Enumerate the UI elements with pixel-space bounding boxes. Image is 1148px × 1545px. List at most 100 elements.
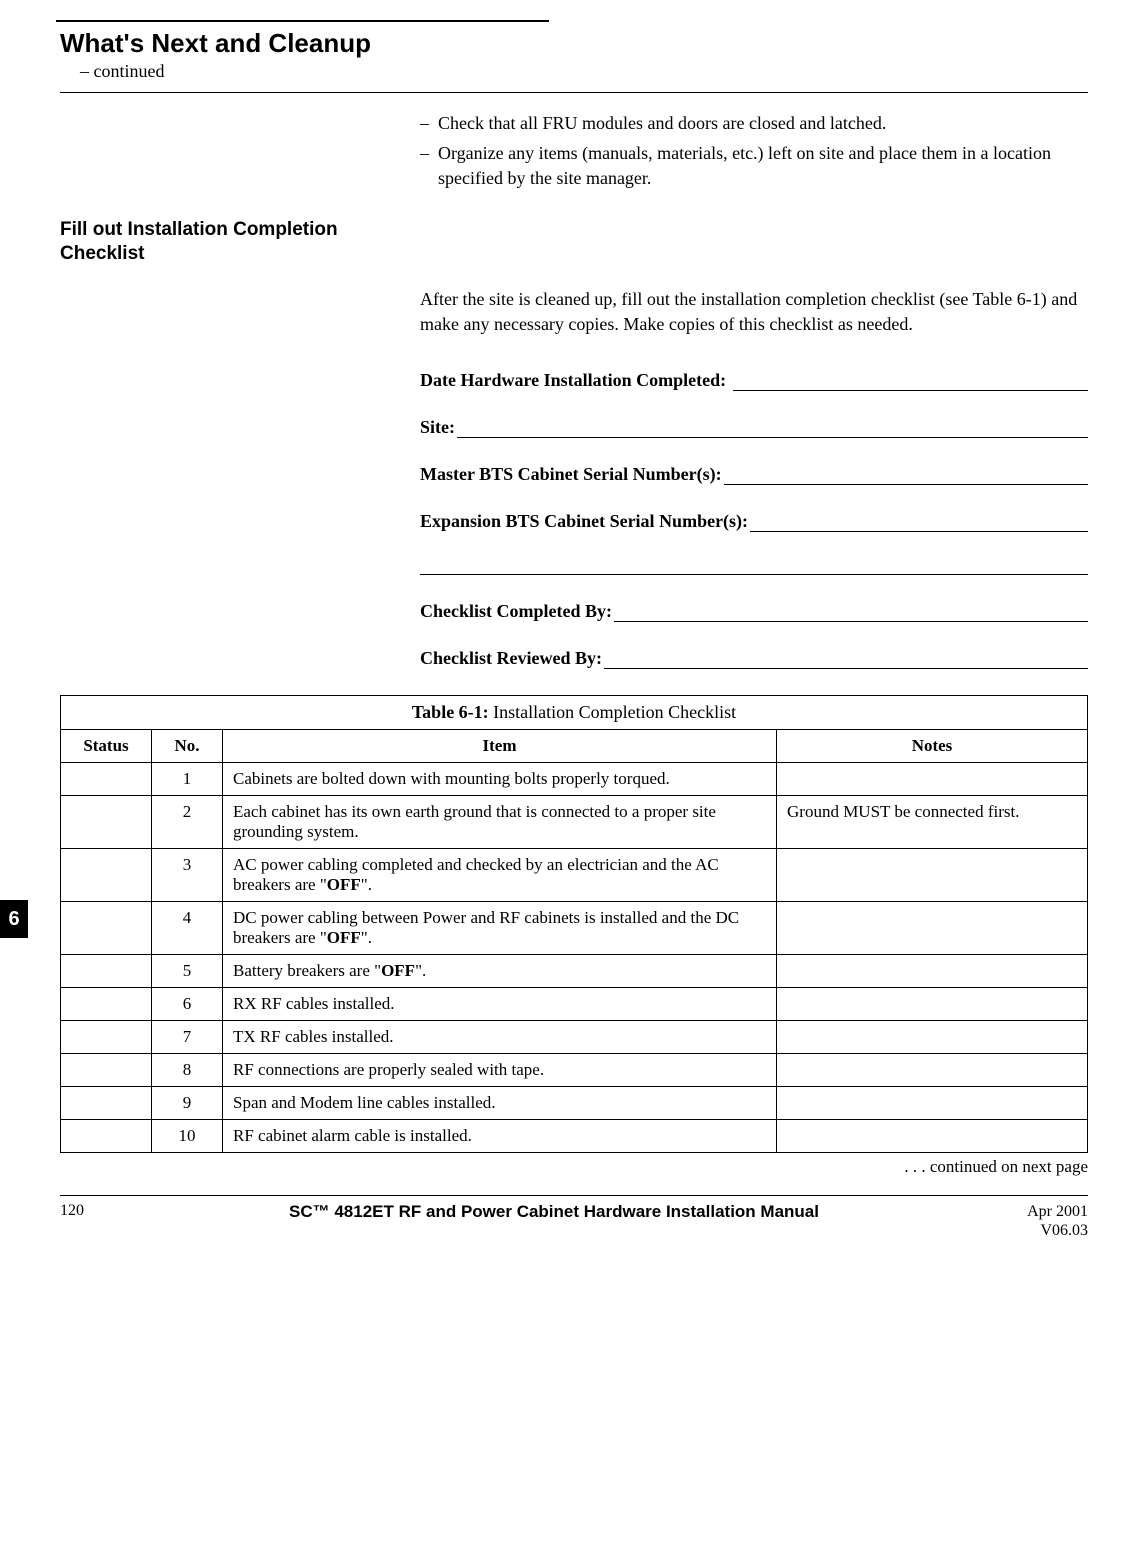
form-underline bbox=[724, 466, 1088, 485]
cell-item: RX RF cables installed. bbox=[223, 987, 777, 1020]
bullet-item: – Check that all FRU modules and doors a… bbox=[420, 111, 1088, 135]
footer-page-number: 120 bbox=[60, 1202, 140, 1220]
cell-status bbox=[61, 901, 152, 954]
continued-note: . . . continued on next page bbox=[60, 1157, 1088, 1177]
table-row: 8RF connections are properly sealed with… bbox=[61, 1053, 1088, 1086]
table-row: 3AC power cabling completed and checked … bbox=[61, 848, 1088, 901]
col-header-status: Status bbox=[61, 729, 152, 762]
footer-version: V06.03 bbox=[968, 1221, 1088, 1240]
heading-rule bbox=[60, 92, 1088, 93]
bullet-dash-icon: – bbox=[420, 141, 438, 190]
cell-no: 8 bbox=[152, 1053, 223, 1086]
table-row: 5Battery breakers are "OFF". bbox=[61, 954, 1088, 987]
form-label: Checklist Completed By: bbox=[420, 601, 612, 622]
cell-item: TX RF cables installed. bbox=[223, 1020, 777, 1053]
cell-status bbox=[61, 848, 152, 901]
cell-status bbox=[61, 1086, 152, 1119]
cell-notes bbox=[777, 954, 1088, 987]
table-row: 9Span and Modem line cables installed. bbox=[61, 1086, 1088, 1119]
bullet-text: Check that all FRU modules and doors are… bbox=[438, 111, 1088, 135]
cell-notes bbox=[777, 1020, 1088, 1053]
cell-notes bbox=[777, 762, 1088, 795]
cell-notes: Ground MUST be connected first. bbox=[777, 795, 1088, 848]
table-caption-prefix: Table 6-1: bbox=[412, 702, 489, 722]
table-header-row: Status No. Item Notes bbox=[61, 729, 1088, 762]
cell-no: 7 bbox=[152, 1020, 223, 1053]
top-rule-short bbox=[56, 20, 549, 22]
cell-notes bbox=[777, 848, 1088, 901]
cell-no: 1 bbox=[152, 762, 223, 795]
form-underline bbox=[750, 513, 1088, 532]
cell-status bbox=[61, 1020, 152, 1053]
chapter-tab: 6 bbox=[0, 900, 28, 938]
form-line-site: Site: bbox=[420, 417, 1088, 438]
table-row: 10RF cabinet alarm cable is installed. bbox=[61, 1119, 1088, 1152]
cell-item: Cabinets are bolted down with mounting b… bbox=[223, 762, 777, 795]
form-line-reviewed-by: Checklist Reviewed By: bbox=[420, 648, 1088, 669]
body-column: After the site is cleaned up, fill out t… bbox=[420, 287, 1088, 669]
cell-notes bbox=[777, 1053, 1088, 1086]
page-heading-subtitle: – continued bbox=[80, 61, 1088, 82]
form-label: Master BTS Cabinet Serial Number(s): bbox=[420, 464, 722, 485]
table-caption-row: Table 6-1: Installation Completion Check… bbox=[61, 695, 1088, 729]
cell-item: RF connections are properly sealed with … bbox=[223, 1053, 777, 1086]
form-underline bbox=[457, 419, 1088, 438]
form-underline bbox=[604, 650, 1088, 669]
section-heading: Fill out Installation Completion Checkli… bbox=[60, 218, 400, 266]
body-column: – Check that all FRU modules and doors a… bbox=[420, 111, 1088, 190]
form-underline-extra bbox=[420, 558, 1088, 575]
cell-notes bbox=[777, 1119, 1088, 1152]
page-footer: 120 SC™ 4812ET RF and Power Cabinet Hard… bbox=[60, 1202, 1088, 1240]
form-line-date: Date Hardware Installation Completed: bbox=[420, 370, 1088, 391]
form-label: Expansion BTS Cabinet Serial Number(s): bbox=[420, 511, 748, 532]
table-row: 2Each cabinet has its own earth ground t… bbox=[61, 795, 1088, 848]
page-heading: What's Next and Cleanup bbox=[60, 28, 1088, 59]
footer-right: Apr 2001 V06.03 bbox=[968, 1202, 1088, 1240]
page: What's Next and Cleanup – continued – Ch… bbox=[0, 0, 1148, 1545]
table-row: 1Cabinets are bolted down with mounting … bbox=[61, 762, 1088, 795]
table-caption-rest: Installation Completion Checklist bbox=[489, 702, 736, 722]
cell-status bbox=[61, 762, 152, 795]
footer-date: Apr 2001 bbox=[968, 1202, 1088, 1221]
table-row: 7TX RF cables installed. bbox=[61, 1020, 1088, 1053]
table-caption: Table 6-1: Installation Completion Check… bbox=[61, 695, 1088, 729]
form-label: Date Hardware Installation Completed: bbox=[420, 370, 731, 391]
cell-no: 4 bbox=[152, 901, 223, 954]
cell-item: Battery breakers are "OFF". bbox=[223, 954, 777, 987]
cell-status bbox=[61, 1119, 152, 1152]
cell-no: 3 bbox=[152, 848, 223, 901]
form-label: Checklist Reviewed By: bbox=[420, 648, 602, 669]
form-line-completed-by: Checklist Completed By: bbox=[420, 601, 1088, 622]
form-underline bbox=[733, 372, 1088, 391]
cell-status bbox=[61, 1053, 152, 1086]
form-label: Site: bbox=[420, 417, 455, 438]
cell-status bbox=[61, 954, 152, 987]
bullet-text: Organize any items (manuals, materials, … bbox=[438, 141, 1088, 190]
cell-status bbox=[61, 795, 152, 848]
cell-status bbox=[61, 987, 152, 1020]
intro-paragraph: After the site is cleaned up, fill out t… bbox=[420, 287, 1088, 336]
table-row: 4DC power cabling between Power and RF c… bbox=[61, 901, 1088, 954]
cell-item: RF cabinet alarm cable is installed. bbox=[223, 1119, 777, 1152]
footer-manual-title: SC™ 4812ET RF and Power Cabinet Hardware… bbox=[140, 1202, 968, 1222]
form-underline bbox=[614, 603, 1088, 622]
footer-rule bbox=[60, 1195, 1088, 1196]
cell-no: 9 bbox=[152, 1086, 223, 1119]
cell-notes bbox=[777, 901, 1088, 954]
bullet-item: – Organize any items (manuals, materials… bbox=[420, 141, 1088, 190]
cell-no: 10 bbox=[152, 1119, 223, 1152]
cell-item: Span and Modem line cables installed. bbox=[223, 1086, 777, 1119]
table-row: 6RX RF cables installed. bbox=[61, 987, 1088, 1020]
form-line-expansion-serial: Expansion BTS Cabinet Serial Number(s): bbox=[420, 511, 1088, 532]
cell-item: AC power cabling completed and checked b… bbox=[223, 848, 777, 901]
cell-no: 2 bbox=[152, 795, 223, 848]
cell-no: 5 bbox=[152, 954, 223, 987]
form-line-master-serial: Master BTS Cabinet Serial Number(s): bbox=[420, 464, 1088, 485]
cell-no: 6 bbox=[152, 987, 223, 1020]
bullet-dash-icon: – bbox=[420, 111, 438, 135]
checklist-table: Table 6-1: Installation Completion Check… bbox=[60, 695, 1088, 1153]
col-header-no: No. bbox=[152, 729, 223, 762]
cell-item: DC power cabling between Power and RF ca… bbox=[223, 901, 777, 954]
col-header-item: Item bbox=[223, 729, 777, 762]
cell-item: Each cabinet has its own earth ground th… bbox=[223, 795, 777, 848]
